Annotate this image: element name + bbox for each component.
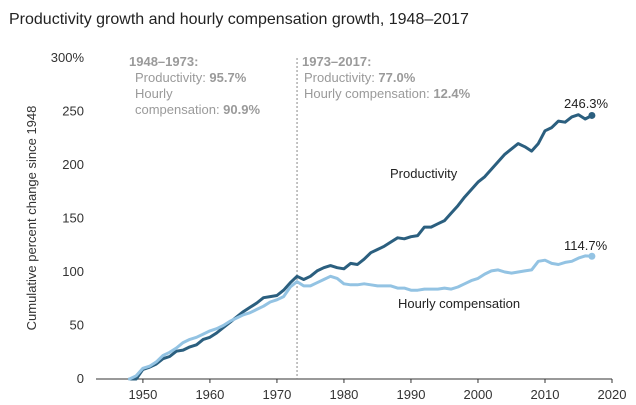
productivity-line [128, 113, 594, 381]
y-tick-label: 50 [70, 318, 84, 333]
period-stat-line: Hourly [135, 86, 173, 101]
period-heading: 1973–2017: [302, 54, 371, 69]
period-stat-value: 77.0% [378, 70, 415, 85]
x-tick-label: 1950 [128, 387, 157, 402]
y-tick-label: 100 [62, 264, 84, 279]
period-stat-line: Hourly compensation: 12.4% [304, 86, 471, 101]
end-label-hourly-compensation: 114.7% [564, 238, 608, 253]
period-stat-value: 12.4% [433, 86, 470, 101]
x-tick-label: 1970 [262, 387, 291, 402]
period-stat-value: 95.7% [209, 70, 246, 85]
productivity-end-marker [588, 111, 596, 119]
x-tick-label: 2010 [531, 387, 560, 402]
x-tick-label: 1960 [195, 387, 224, 402]
period-stat-label: Productivity: [304, 70, 378, 85]
x-axis: 1950 1960 1970 1980 1990 2000 2010 2020 [96, 378, 627, 402]
end-label-productivity: 246.3% [564, 96, 609, 111]
period-stat-label: Hourly compensation: [304, 86, 433, 101]
x-tick-label: 1980 [329, 387, 358, 402]
y-tick-label: 250 [62, 104, 84, 119]
y-tick-label: 300% [51, 50, 85, 65]
y-tick-label: 0 [77, 371, 84, 386]
hourly-compensation-end-marker [588, 252, 596, 260]
period-stat-line: Productivity: 95.7% [135, 70, 247, 85]
x-tick-label: 2020 [598, 387, 627, 402]
period-stat-label: Productivity: [135, 70, 209, 85]
period-stat-label: Hourly [135, 86, 173, 101]
series-lines [128, 111, 596, 381]
period-stat-label: compensation: [135, 102, 223, 117]
y-axis-label: Cumulative percent change since 1948 [24, 106, 39, 331]
series-label-productivity: Productivity [390, 166, 458, 181]
x-tick-label: 1990 [397, 387, 426, 402]
y-tick-label: 150 [62, 211, 84, 226]
chart-title: Productivity growth and hourly compensat… [9, 11, 469, 28]
series-label-hourly-compensation: Hourly compensation [398, 296, 520, 311]
hourly-compensation-line [128, 254, 594, 381]
period-annotations: 1948–1973:Productivity: 95.7%Hourlycompe… [129, 54, 471, 117]
y-tick-label: 200 [62, 157, 84, 172]
period-stat-value: 90.9% [223, 102, 260, 117]
period-stat-line: compensation: 90.9% [135, 102, 260, 117]
period-stat-line: Productivity: 77.0% [304, 70, 416, 85]
x-tick-label: 2000 [464, 387, 493, 402]
y-tick-labels: 0 50 100 150 200 250 300% [51, 50, 85, 386]
period-heading: 1948–1973: [129, 54, 198, 69]
